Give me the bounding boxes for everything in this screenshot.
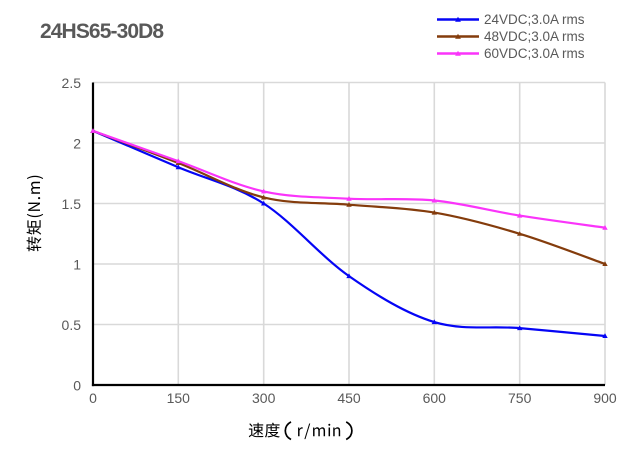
svg-text:300: 300 [252,390,276,406]
svg-text:48VDC;3.0A rms: 48VDC;3.0A rms [484,29,585,44]
svg-text:150: 150 [167,390,191,406]
svg-text:750: 750 [508,390,532,406]
svg-text:450: 450 [337,390,361,406]
svg-text:900: 900 [593,390,617,406]
svg-text:24VDC;3.0A rms: 24VDC;3.0A rms [484,12,585,27]
svg-text:1.5: 1.5 [62,196,82,212]
svg-text:0: 0 [89,390,97,406]
svg-text:600: 600 [423,390,447,406]
svg-text:0.5: 0.5 [62,317,82,333]
svg-text:1: 1 [73,257,81,273]
svg-text:24HS65-30D8: 24HS65-30D8 [40,20,164,43]
svg-text:2.5: 2.5 [62,75,82,91]
svg-text:2: 2 [73,136,81,152]
svg-text:60VDC;3.0A rms: 60VDC;3.0A rms [484,46,585,61]
svg-text:0: 0 [73,378,81,394]
